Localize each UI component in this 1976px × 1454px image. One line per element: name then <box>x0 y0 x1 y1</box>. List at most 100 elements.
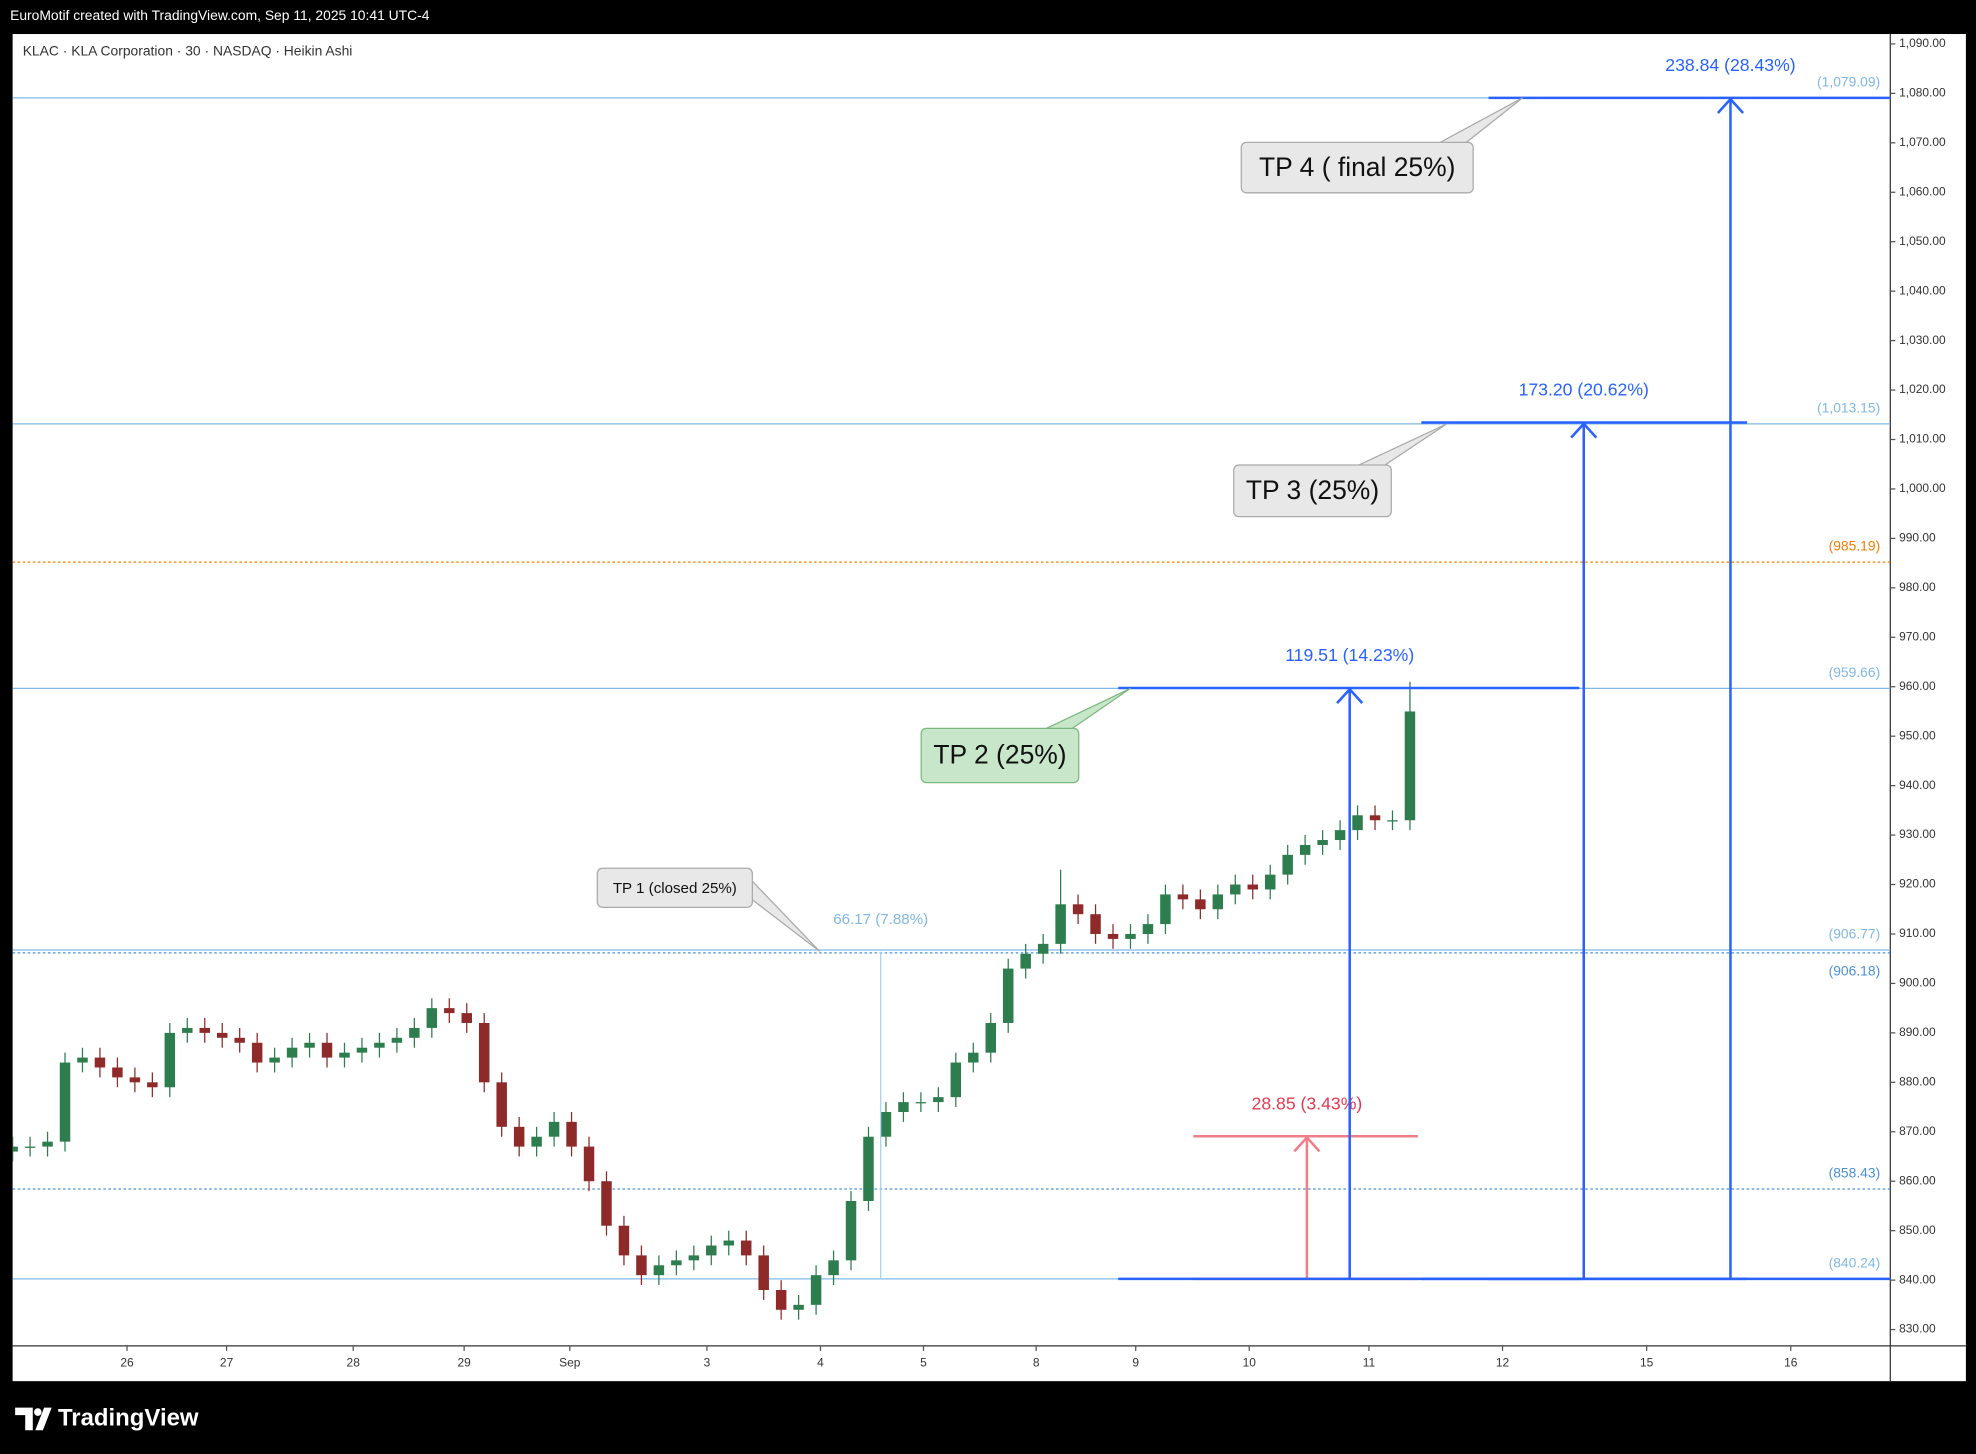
y-tick-label: 930.00 <box>1899 827 1936 841</box>
measure-label: 173.20 (20.62%) <box>1519 380 1649 400</box>
brand: TradingView <box>58 1404 199 1431</box>
callout-box <box>920 727 1080 784</box>
price-level-label: (959.66) <box>1829 664 1881 680</box>
candle-body <box>688 1255 700 1261</box>
candle-body <box>985 1022 996 1053</box>
candle-body <box>566 1121 577 1147</box>
candle-body <box>793 1304 804 1310</box>
candle-body <box>164 1032 176 1088</box>
candle-body <box>915 1102 927 1104</box>
y-tick-label: 1,050.00 <box>1899 234 1946 248</box>
candle-body <box>1142 924 1154 934</box>
candle-body <box>269 1057 280 1063</box>
candle-body <box>461 1013 472 1023</box>
candle-body <box>706 1245 717 1256</box>
chart-title: KLAC · KLA Corporation · 30 · NASDAQ · H… <box>23 42 353 58</box>
x-tick-label: 29 <box>457 1356 471 1370</box>
y-tick-label: 960.00 <box>1899 679 1936 693</box>
candle-body <box>1002 968 1014 1023</box>
price-level-label: (1,079.09) <box>1817 73 1880 89</box>
candle-body <box>304 1042 315 1048</box>
price-level-label: (985.19) <box>1829 538 1881 554</box>
candle-body <box>880 1111 892 1137</box>
candle-body <box>444 1008 455 1014</box>
candle-body <box>251 1042 263 1063</box>
candle-body <box>1107 933 1119 939</box>
candle-body <box>12 1146 18 1152</box>
candle-body <box>496 1082 507 1127</box>
candle-body <box>234 1037 245 1043</box>
y-tick-label: 1,030.00 <box>1899 333 1946 347</box>
candle-body <box>77 1057 88 1063</box>
candle-body <box>147 1082 158 1088</box>
candle-body <box>531 1136 542 1147</box>
candle-body <box>1160 894 1171 925</box>
chart-panel <box>12 34 1966 1382</box>
candle-body <box>1352 815 1363 831</box>
y-tick-label: 1,090.00 <box>1899 36 1946 50</box>
x-tick-label: 11 <box>1363 1356 1376 1370</box>
candle-body <box>339 1052 350 1058</box>
candle-body <box>182 1027 193 1033</box>
x-tick-label: 26 <box>120 1356 134 1370</box>
y-tick-label: 920.00 <box>1899 877 1936 891</box>
y-tick-label: 1,020.00 <box>1899 382 1946 396</box>
callout-text: TP 4 ( final 25%) <box>1259 152 1456 182</box>
candle-body <box>1264 874 1276 890</box>
measure-label: 66.17 (7.88%) <box>833 911 928 928</box>
candle-body <box>933 1097 944 1103</box>
x-tick-label: 3 <box>704 1356 711 1370</box>
candle-body <box>723 1240 734 1246</box>
y-tick-label: 1,070.00 <box>1899 135 1946 149</box>
candle-body <box>112 1067 123 1078</box>
y-tick-label: 940.00 <box>1899 778 1936 792</box>
candle-body <box>1020 953 1031 969</box>
callout-box <box>1240 141 1474 194</box>
candle-body <box>129 1077 141 1083</box>
candle-body <box>321 1042 333 1058</box>
candle-body <box>1404 711 1416 821</box>
candle-body <box>1072 904 1084 915</box>
measure-label: 119.51 (14.23%) <box>1285 645 1414 665</box>
candle-body <box>286 1047 298 1058</box>
measure-label: 28.85 (3.43%) <box>1252 1093 1363 1113</box>
y-tick-label: 880.00 <box>1899 1074 1936 1088</box>
candle-body <box>583 1146 595 1182</box>
credit: EuroMotif created with TradingView.com, … <box>10 7 430 23</box>
callout-box <box>596 867 753 908</box>
callout-box <box>1233 464 1392 518</box>
y-tick-label: 1,080.00 <box>1899 86 1946 100</box>
candle-body <box>898 1102 909 1112</box>
x-tick-label: 15 <box>1640 1356 1654 1370</box>
candle-body <box>426 1008 438 1028</box>
candle-body <box>1334 830 1346 841</box>
price-level-label: (840.24) <box>1829 1254 1881 1270</box>
candle-body <box>810 1275 822 1305</box>
candle-body <box>356 1047 368 1053</box>
candle-body <box>1055 904 1066 944</box>
y-tick-label: 990.00 <box>1899 531 1936 545</box>
candle-body <box>1299 844 1311 855</box>
candle-body <box>1369 815 1381 821</box>
y-tick-label: 970.00 <box>1899 629 1936 643</box>
y-tick-label: 1,000.00 <box>1899 481 1946 495</box>
candle-body <box>845 1200 857 1261</box>
candle-body <box>1125 933 1136 939</box>
candle-body <box>513 1126 525 1147</box>
candle-body <box>216 1032 228 1038</box>
candle-body <box>199 1027 210 1033</box>
candle-body <box>42 1141 53 1147</box>
candle-body <box>1230 884 1241 895</box>
y-tick-label: 1,010.00 <box>1899 432 1946 446</box>
candle-body <box>950 1062 962 1098</box>
price-level-label: (906.18) <box>1829 962 1881 978</box>
x-tick-label: 28 <box>347 1356 361 1370</box>
x-tick-label: 10 <box>1243 1356 1257 1370</box>
x-tick-label: 5 <box>920 1356 927 1370</box>
candle-body <box>968 1052 979 1063</box>
y-tick-label: 830.00 <box>1899 1322 1936 1336</box>
logo <box>15 1407 52 1431</box>
x-tick-label: 8 <box>1033 1356 1040 1370</box>
